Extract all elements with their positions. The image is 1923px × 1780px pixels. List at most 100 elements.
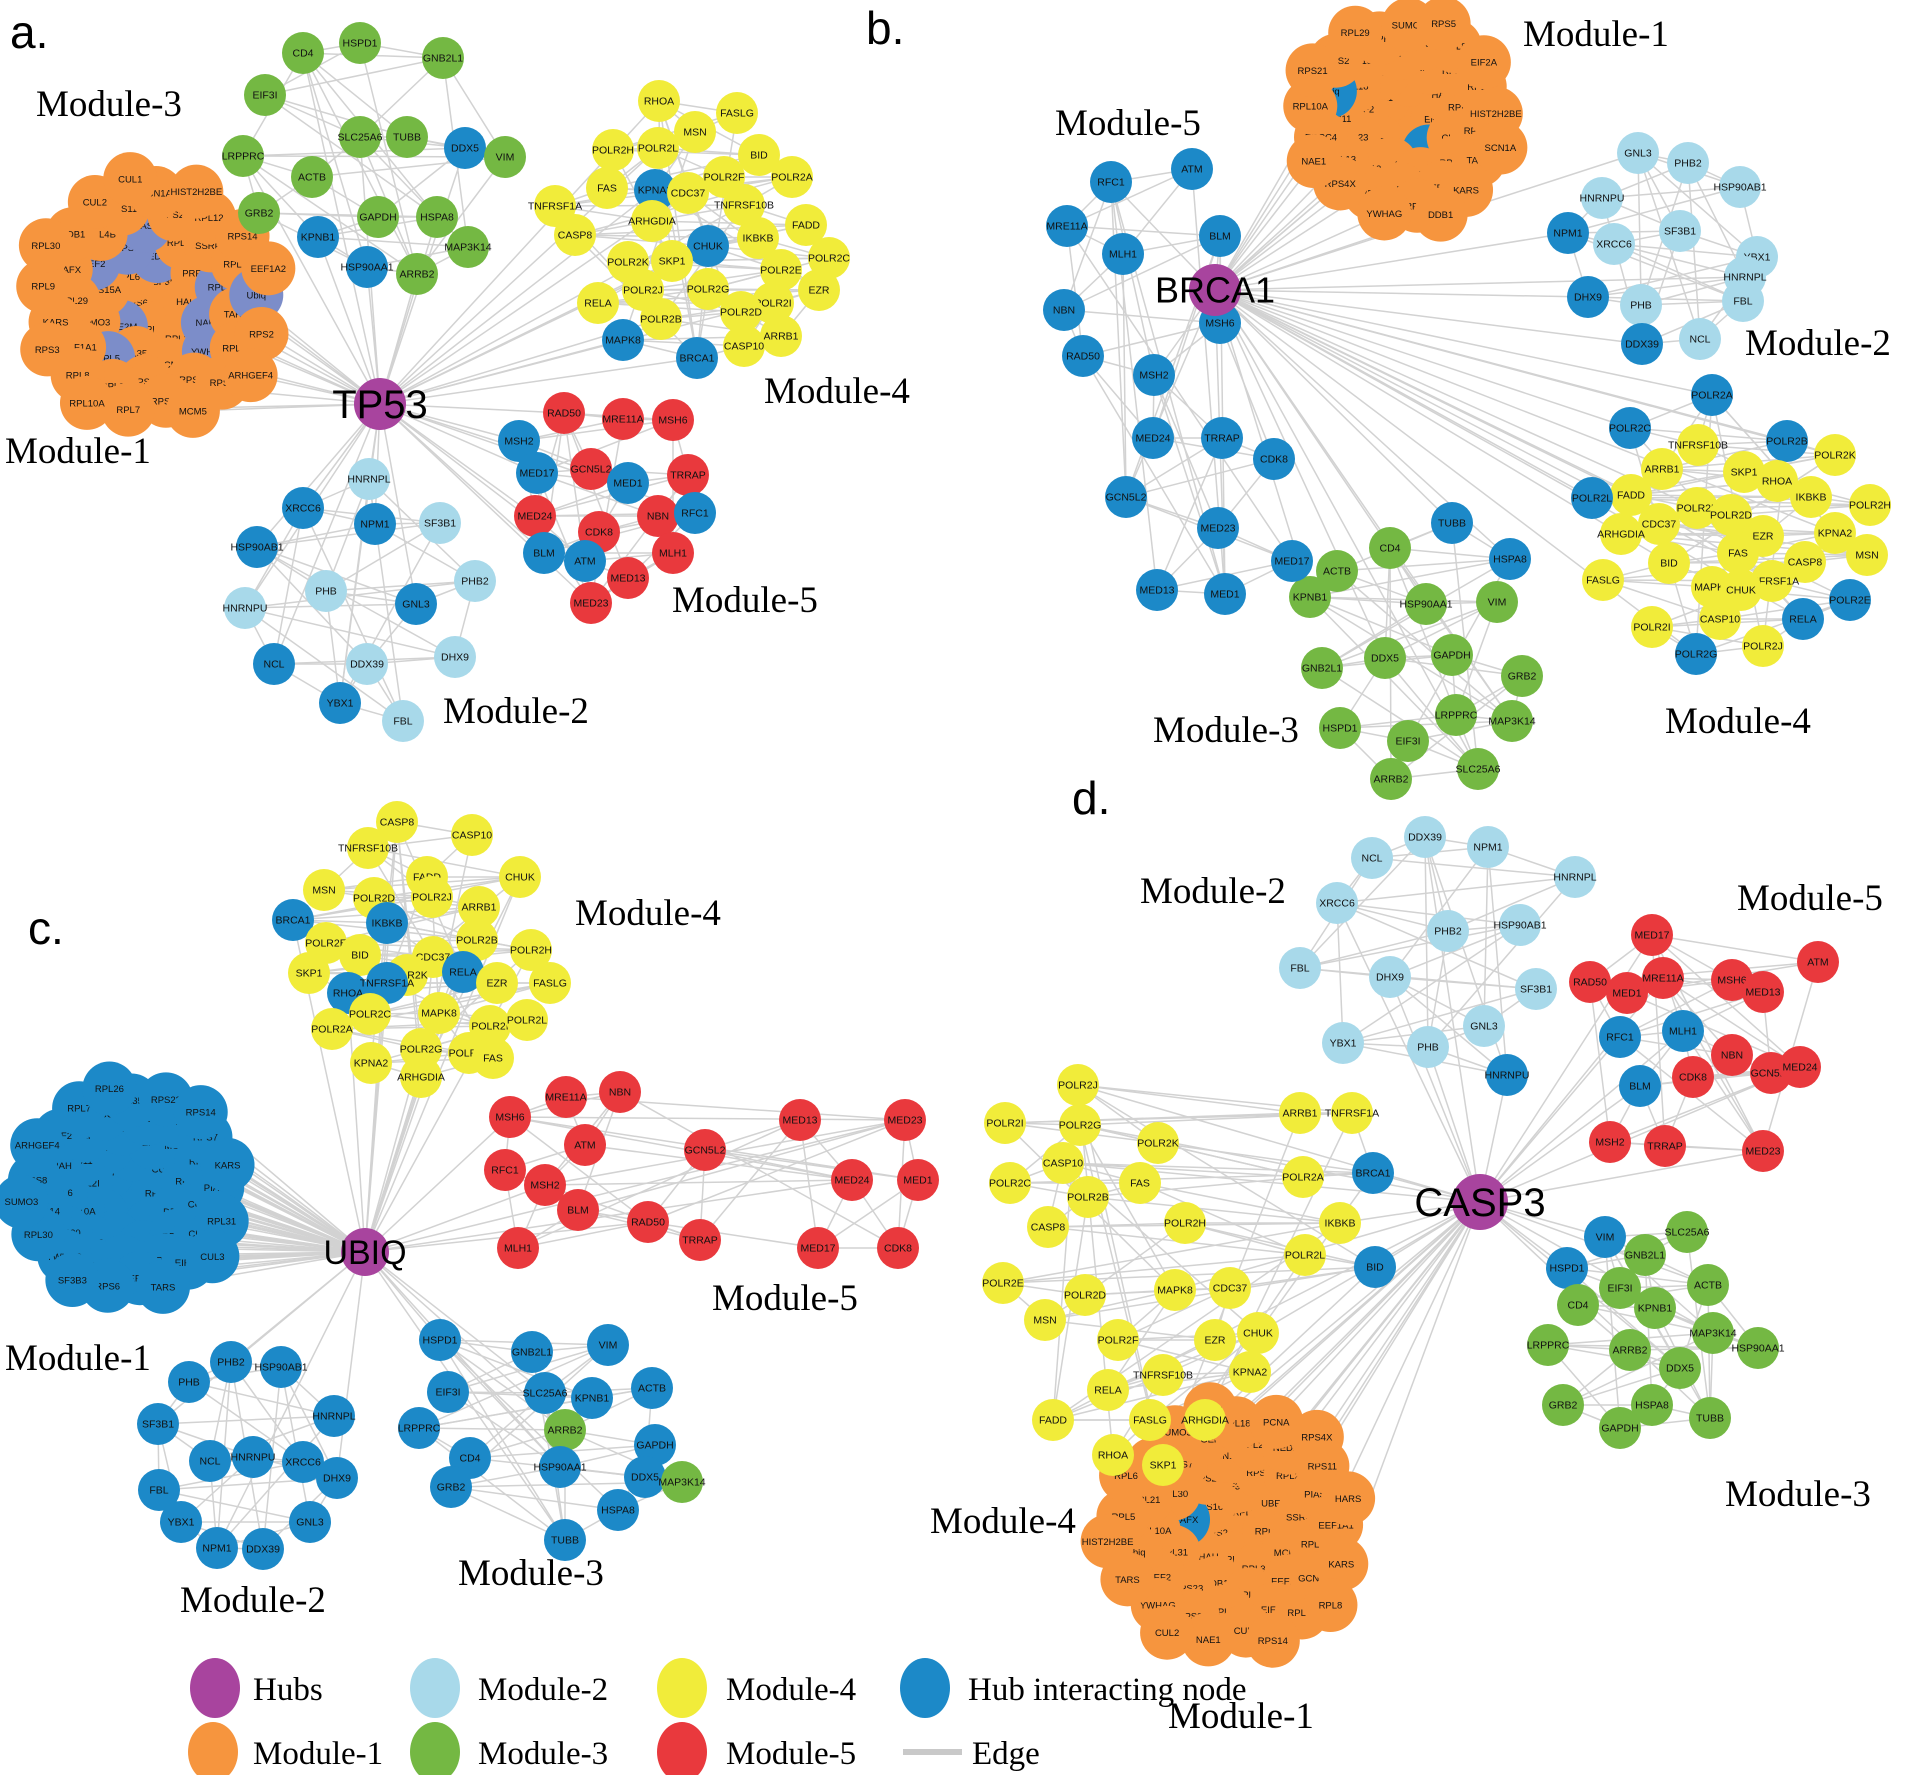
node[interactable]: SUMO3 xyxy=(0,1174,49,1229)
node[interactable]: RFC1 xyxy=(674,492,716,534)
node[interactable]: LRPPRC xyxy=(1527,1324,1570,1366)
node[interactable]: DDX39 xyxy=(1404,816,1446,858)
node[interactable]: FASLG xyxy=(529,962,571,1004)
node[interactable]: CASP10 xyxy=(1699,598,1741,640)
node[interactable]: KPNA2 xyxy=(1229,1351,1271,1393)
node[interactable]: POLR2L xyxy=(637,127,679,169)
node[interactable]: ATM xyxy=(1171,148,1213,190)
node[interactable]: XRCC6 xyxy=(282,1441,324,1483)
node[interactable]: HSPA8 xyxy=(1489,538,1531,580)
node[interactable]: POLR2G xyxy=(1675,633,1718,675)
node[interactable]: POLR2B xyxy=(1067,1176,1109,1218)
node[interactable]: MRE11A xyxy=(1046,205,1088,247)
node[interactable]: ATM xyxy=(564,1124,606,1166)
node[interactable]: YBX1 xyxy=(319,682,361,724)
node[interactable]: MAPK8 xyxy=(1154,1269,1196,1311)
node[interactable]: POLR2C xyxy=(1609,407,1651,449)
node[interactable]: TUBB xyxy=(386,116,428,158)
node[interactable]: CD4 xyxy=(1557,1284,1599,1326)
node[interactable]: SKP1 xyxy=(288,952,330,994)
node[interactable]: CUL2 xyxy=(1140,1605,1195,1660)
node[interactable]: HSPA8 xyxy=(1631,1384,1673,1426)
node[interactable]: SCN1A xyxy=(1473,120,1528,175)
node[interactable]: HSPA8 xyxy=(416,196,458,238)
node[interactable]: MED13 xyxy=(779,1099,821,1141)
node[interactable]: HSP90AA1 xyxy=(340,246,394,288)
node[interactable]: POLR2D xyxy=(720,291,762,333)
node[interactable]: EIF3I xyxy=(1387,720,1429,762)
node[interactable]: RAD50 xyxy=(627,1201,669,1243)
node[interactable]: RPS14 xyxy=(1245,1613,1300,1668)
node[interactable]: VIM xyxy=(1476,581,1518,623)
node[interactable]: ACTB xyxy=(631,1367,673,1409)
node[interactable]: MED1 xyxy=(897,1159,939,1201)
node[interactable]: BID xyxy=(1648,542,1690,584)
node[interactable]: FAS xyxy=(1119,1162,1161,1204)
node[interactable]: RPL7 xyxy=(101,382,156,437)
node[interactable]: HSPD1 xyxy=(1319,707,1361,749)
node[interactable]: FADD xyxy=(1032,1399,1074,1441)
node[interactable]: KPNB1 xyxy=(1634,1287,1676,1329)
node[interactable]: CD4 xyxy=(282,32,324,74)
node[interactable]: SF3B3 xyxy=(45,1253,100,1308)
node[interactable]: FADD xyxy=(1610,474,1652,516)
node[interactable]: POLR2H xyxy=(510,929,552,971)
node[interactable]: CASP8 xyxy=(376,801,418,843)
node[interactable]: EIF3I xyxy=(1599,1267,1641,1309)
node[interactable]: MAP3K14 xyxy=(1689,1312,1737,1354)
node[interactable]: FBL xyxy=(1279,947,1321,989)
node[interactable]: SLC25A6 xyxy=(523,1372,568,1414)
node[interactable]: NBN xyxy=(1043,289,1085,331)
node[interactable]: DDX5 xyxy=(444,127,486,169)
node[interactable]: ATM xyxy=(1797,941,1839,983)
node[interactable]: RPL30 xyxy=(18,218,73,273)
node[interactable]: CASP8 xyxy=(554,214,596,256)
node[interactable]: DDX39 xyxy=(242,1528,284,1570)
node[interactable]: EIF3I xyxy=(244,74,286,116)
node[interactable]: TARS xyxy=(135,1259,190,1314)
node[interactable]: RPL9 xyxy=(16,259,71,314)
node[interactable]: PHB xyxy=(305,570,347,612)
node[interactable]: POLR2L xyxy=(1284,1234,1326,1276)
node[interactable]: KPNB1 xyxy=(571,1377,613,1419)
node[interactable]: HNRNPL xyxy=(347,458,391,500)
node[interactable]: MAP3K14 xyxy=(658,1461,706,1503)
node[interactable]: RPS14 xyxy=(173,1085,228,1140)
node[interactable]: FAS xyxy=(472,1037,514,1079)
node[interactable]: GRB2 xyxy=(1542,1384,1584,1426)
node[interactable]: PHB xyxy=(1620,284,1662,326)
node[interactable]: SKP1 xyxy=(1142,1444,1184,1486)
node[interactable]: DHX9 xyxy=(1369,956,1411,998)
node[interactable]: RFC1 xyxy=(484,1149,526,1191)
node[interactable]: GNL3 xyxy=(395,583,437,625)
node[interactable]: POLR2A xyxy=(771,156,813,198)
node[interactable]: POLR2E xyxy=(1829,579,1871,621)
node[interactable]: SKP1 xyxy=(651,240,693,282)
node[interactable]: POLR2J xyxy=(1057,1064,1099,1106)
node[interactable]: MED23 xyxy=(570,582,612,624)
node[interactable]: MSN xyxy=(1024,1299,1066,1341)
node[interactable]: XRCC6 xyxy=(1316,882,1358,924)
node[interactable]: NBN xyxy=(1711,1034,1753,1076)
node[interactable]: NPM1 xyxy=(196,1527,238,1569)
node[interactable]: RPS3 xyxy=(20,322,75,377)
node[interactable]: RPS4X xyxy=(1289,1409,1344,1464)
node[interactable]: KPNA2 xyxy=(350,1042,392,1084)
node[interactable]: SF3B1 xyxy=(137,1403,179,1445)
node[interactable]: LRPPRC xyxy=(1435,694,1478,736)
node[interactable]: POLR2I xyxy=(1631,606,1673,648)
node[interactable]: CHUK xyxy=(1720,569,1762,611)
node[interactable]: FBL xyxy=(138,1469,180,1511)
node[interactable]: DDX5 xyxy=(624,1456,666,1498)
node[interactable]: TRRAP xyxy=(667,454,709,496)
node[interactable]: MED13 xyxy=(1742,971,1784,1013)
node[interactable]: ARRB2 xyxy=(1609,1329,1651,1371)
node[interactable]: HNRNPU xyxy=(1580,177,1625,219)
node[interactable]: CASP10 xyxy=(723,325,765,367)
node[interactable]: MED17 xyxy=(797,1227,839,1269)
node[interactable]: MED23 xyxy=(1742,1130,1784,1172)
node[interactable]: HNRNPL xyxy=(312,1395,356,1437)
node[interactable]: CHUK xyxy=(499,856,541,898)
node[interactable]: VIM xyxy=(1584,1216,1626,1258)
node[interactable]: RAD50 xyxy=(543,392,585,434)
